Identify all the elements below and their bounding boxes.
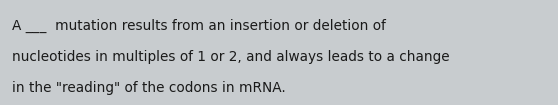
Text: A ___  mutation results from an insertion or deletion of: A ___ mutation results from an insertion… <box>12 19 386 33</box>
Text: nucleotides in multiples of 1 or 2, and always leads to a change: nucleotides in multiples of 1 or 2, and … <box>12 50 450 64</box>
Text: in the "reading" of the codons in mRNA.: in the "reading" of the codons in mRNA. <box>12 81 286 95</box>
